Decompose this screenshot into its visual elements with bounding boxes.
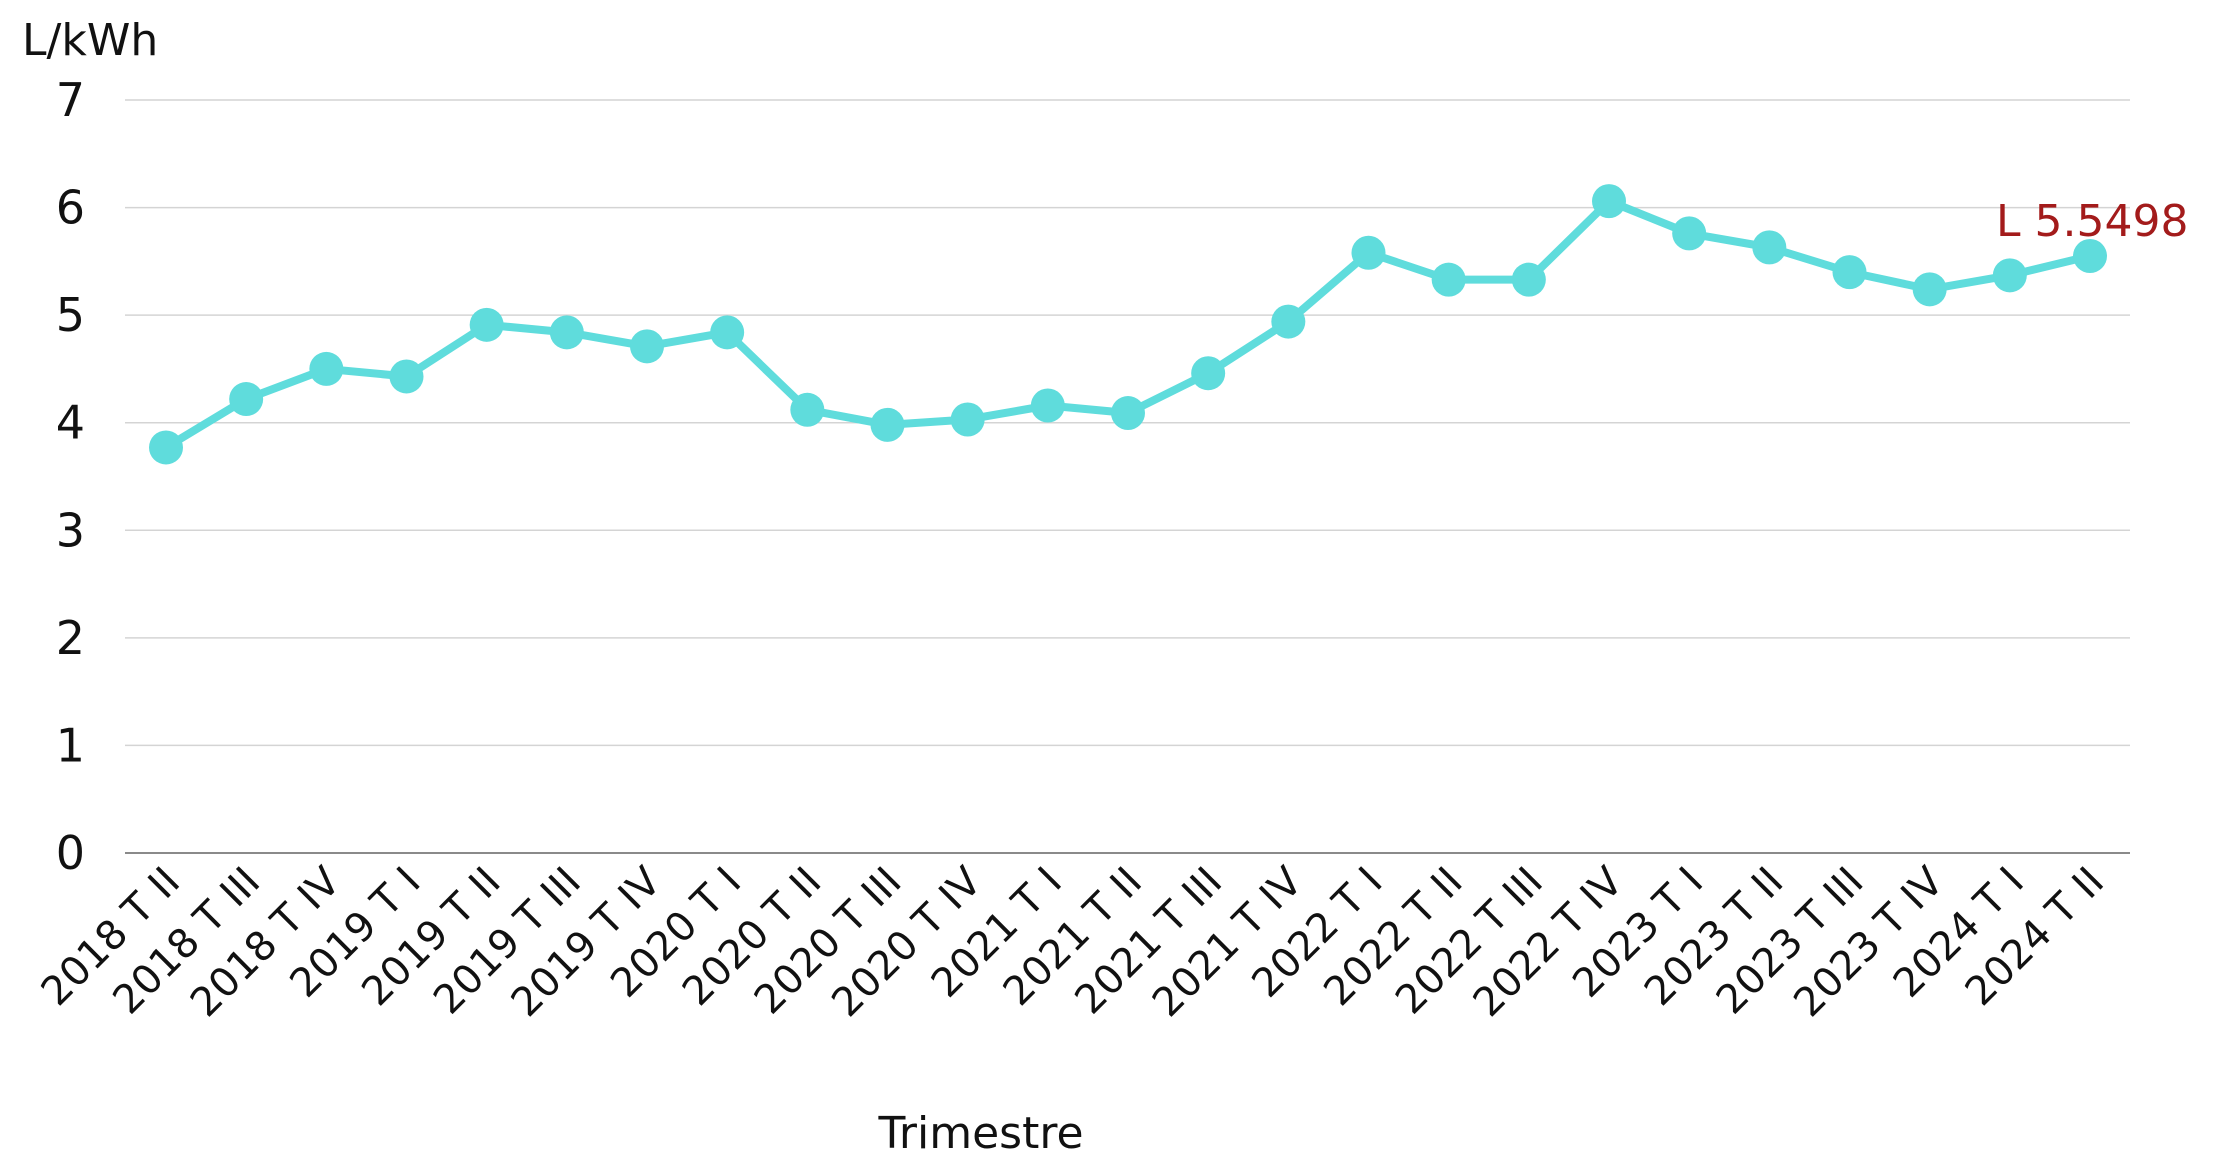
data-point (1672, 216, 1707, 251)
data-point (1191, 356, 1226, 391)
data-point (389, 359, 424, 394)
y-axis-title: L/kWh (22, 15, 158, 66)
data-point (710, 315, 745, 350)
data-point (309, 351, 344, 386)
data-point (549, 315, 584, 350)
y-tick-label: 1 (56, 718, 85, 772)
data-point (630, 329, 664, 364)
x-axis-title: Trimestre (877, 1108, 1083, 1153)
data-point (2073, 239, 2107, 274)
data-point (1111, 396, 1145, 431)
last-value-label: L 5.5498 (1996, 196, 2188, 247)
data-point (149, 430, 183, 465)
data-point (1351, 235, 1386, 270)
y-axis-ticks: 0 1 2 3 4 5 6 7 (56, 73, 85, 880)
data-point (1992, 258, 2027, 293)
data-point (1832, 255, 1867, 290)
y-tick-label: 4 (56, 396, 85, 450)
y-tick-label: 6 (56, 181, 85, 235)
data-point (229, 382, 264, 417)
gridlines (125, 99, 2130, 854)
data-point (1592, 184, 1626, 219)
y-tick-label: 0 (56, 826, 85, 880)
y-tick-label: 7 (56, 73, 85, 127)
data-point (1511, 262, 1546, 297)
y-tick-label: 2 (56, 611, 85, 665)
y-tick-label: 3 (56, 503, 85, 557)
data-point (1752, 230, 1787, 265)
data-point (950, 402, 985, 437)
series (149, 184, 2107, 465)
data-point (469, 307, 504, 342)
data-point (870, 407, 905, 442)
data-point (790, 392, 825, 427)
data-point (1431, 262, 1466, 297)
y-tick-label: 5 (56, 288, 85, 342)
data-point (1271, 304, 1306, 339)
data-point (1912, 272, 1947, 307)
data-point (1030, 388, 1065, 423)
